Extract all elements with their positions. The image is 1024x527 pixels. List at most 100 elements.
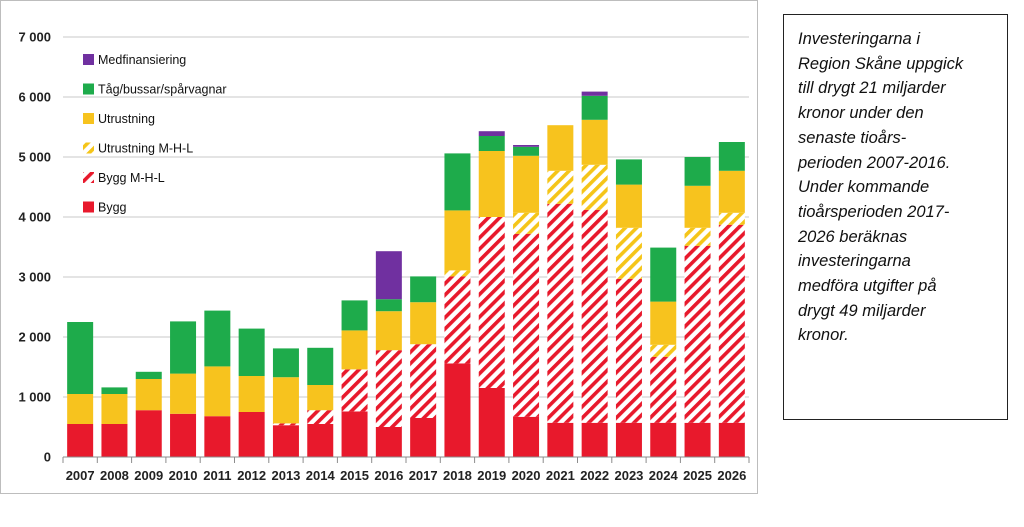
x-tick-label: 2021	[546, 468, 575, 483]
bar-segment-bygg-m-h-l	[444, 276, 471, 364]
bar-segment-bygg-m-h-l	[684, 245, 711, 423]
note-box: Investeringarna i Region Skåne uppgick til…	[783, 14, 1008, 420]
legend-label: Bygg M-H-L	[98, 171, 165, 185]
note-line: Region Skåne uppgick	[798, 54, 964, 73]
y-tick-label: 0	[44, 450, 51, 465]
bar-segment-utrustning	[410, 302, 437, 345]
y-tick-label: 5 000	[18, 150, 51, 165]
bar-segment-tåg-bussar-spårvagnar	[204, 310, 231, 367]
bar-segment-bygg-m-h-l	[581, 209, 608, 423]
legend-swatch	[83, 113, 94, 124]
x-tick-label: 2020	[512, 468, 541, 483]
bar-segment-bygg	[581, 422, 608, 457]
bar-segment-medfinansiering	[478, 131, 505, 136]
bar-segment-bygg	[135, 410, 162, 457]
x-tick-label: 2024	[649, 468, 679, 483]
bar-segment-tåg-bussar-spårvagnar	[238, 328, 265, 376]
note-line: senaste tioårs-	[798, 128, 907, 147]
bar-segment-utrustning	[67, 394, 94, 424]
bar-segment-bygg	[547, 422, 574, 457]
bar-segment-utrustning	[101, 394, 128, 424]
bar-segment-utrustning	[341, 330, 368, 370]
bar-segment-utrustning	[444, 210, 471, 271]
note-line: medföra utgifter på	[798, 277, 937, 296]
x-tick-label: 2016	[374, 468, 403, 483]
bar-segment-tåg-bussar-spårvagnar	[410, 276, 437, 303]
note-line: Investeringarna i	[798, 30, 920, 48]
note-line: tioårsperioden 2017-	[798, 202, 950, 221]
bar-segment-utrustning	[718, 170, 745, 213]
x-tick-label: 2023	[614, 468, 643, 483]
x-tick-label: 2011	[203, 468, 231, 483]
note-line: drygt 49 miljarder	[798, 301, 926, 320]
bar-segment-utrustning	[615, 184, 642, 228]
bar-segment-bygg	[478, 388, 505, 457]
x-tick-label: 2019	[477, 468, 506, 483]
bar-segment-tåg-bussar-spårvagnar	[684, 157, 711, 186]
y-tick-label: 2 000	[18, 330, 51, 345]
bar-segment-tåg-bussar-spårvagnar	[650, 247, 677, 302]
legend-swatch	[83, 172, 94, 183]
x-tick-label: 2009	[134, 468, 163, 483]
x-tick-label: 2013	[271, 468, 300, 483]
bar-segment-bygg	[272, 425, 299, 457]
bar-segment-tåg-bussar-spårvagnar	[101, 387, 128, 394]
legend-label: Bygg	[98, 201, 127, 215]
x-tick-label: 2008	[100, 468, 129, 483]
bar-segment-bygg	[444, 363, 471, 457]
stacked-bar-chart: 0 1 000 2 000 3 000 4 000 5 000 6 000 7 000 2007…	[18, 30, 750, 483]
bar-segment-utrustning	[238, 376, 265, 412]
note-line: investeringarna	[798, 252, 911, 271]
bar-segment-bygg-m-h-l	[375, 350, 402, 427]
bar-segment-utrustning	[684, 185, 711, 228]
bar-segment-utrustning	[547, 125, 574, 171]
bar-segment-bygg-m-h-l	[478, 217, 505, 388]
bar-segment-bygg-m-h-l	[718, 224, 745, 423]
bar-segment-medfinansiering	[513, 145, 540, 147]
note-line: 2026 beräknas	[798, 227, 908, 246]
x-tick-label: 2010	[169, 468, 198, 483]
legend-swatch	[83, 201, 94, 213]
bar-segment-tåg-bussar-spårvagnar	[375, 299, 402, 312]
x-tick-label: 2022	[580, 468, 609, 483]
x-tick-label: 2015	[340, 468, 369, 483]
bar-segment-utrustning-m-h-l	[581, 164, 608, 210]
bar-segment-bygg	[101, 424, 128, 457]
x-tick-label: 2017	[409, 468, 438, 483]
bar-segment-bygg	[341, 411, 368, 457]
bar-segment-bygg	[204, 416, 231, 457]
bar-segment-utrustning	[375, 311, 402, 351]
bar-segment-tåg-bussar-spårvagnar	[581, 95, 608, 120]
bar-segment-bygg	[238, 412, 265, 457]
y-tick-label: 1 000	[18, 390, 51, 405]
bar-segment-bygg	[615, 422, 642, 457]
bar-segment-bygg-m-h-l	[307, 410, 334, 424]
note-line: perioden 2007-2016.	[798, 153, 951, 172]
note-text: Investeringarna i Region Skåne uppgick til…	[798, 27, 997, 348]
bar-segment-tåg-bussar-spårvagnar	[615, 159, 642, 185]
bar-segment-tåg-bussar-spårvagnar	[67, 322, 94, 394]
bar-segment-utrustning	[135, 379, 162, 411]
bar-segment-tåg-bussar-spårvagnar	[341, 300, 368, 331]
x-tick-label: 2014	[306, 468, 336, 483]
x-tick-label: 2025	[683, 468, 712, 483]
legend-label: Utrustning M-H-L	[98, 142, 193, 156]
bar-segment-utrustning-m-h-l	[718, 212, 745, 225]
bar-segment-bygg-m-h-l	[341, 369, 368, 412]
note-line: Under kommande	[798, 178, 930, 197]
bar-segment-bygg	[307, 424, 334, 457]
bar-segment-tåg-bussar-spårvagnar	[307, 347, 334, 385]
legend-swatch	[83, 54, 94, 65]
note-line: kronor.	[798, 326, 849, 345]
y-tick-label: 4 000	[18, 210, 51, 225]
bar-segment-bygg	[67, 424, 94, 457]
legend-label: Medfinansiering	[98, 53, 186, 67]
legend: Medfinansiering Tåg/bussar/spårvagnar Utru…	[83, 53, 227, 215]
bar-segment-medfinansiering	[581, 91, 608, 96]
bars	[67, 91, 745, 457]
bar-segment-utrustning	[307, 385, 334, 411]
bar-segment-bygg-m-h-l	[513, 233, 540, 417]
bar-segment-utrustning	[170, 373, 197, 414]
bar-segment-tåg-bussar-spårvagnar	[272, 348, 299, 378]
y-tick-label: 6 000	[18, 90, 51, 105]
